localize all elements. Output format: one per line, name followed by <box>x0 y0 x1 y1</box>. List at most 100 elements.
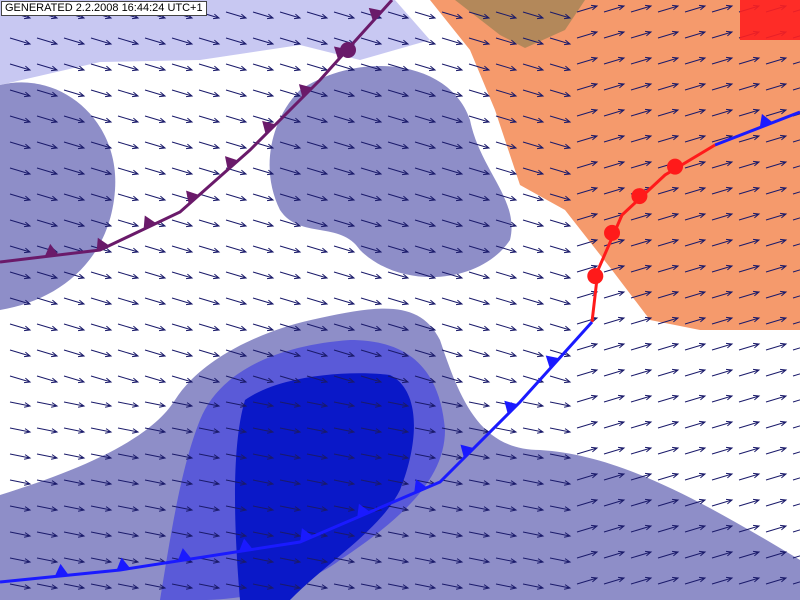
wind-arrow <box>306 37 329 46</box>
wind-arrow <box>630 524 653 533</box>
wind-arrow <box>225 219 248 228</box>
wind-arrow <box>279 557 302 564</box>
wind-arrow <box>792 555 800 559</box>
wind-arrow <box>711 446 734 455</box>
wind-arrow <box>63 453 86 460</box>
wind-arrow <box>468 37 491 46</box>
wind-arrow <box>522 89 545 98</box>
wind-arrow <box>684 420 707 429</box>
wind-arrow <box>738 394 761 403</box>
wind-arrow <box>117 349 140 358</box>
wind-arrow <box>387 297 410 306</box>
wind-arrow <box>36 89 59 98</box>
wind-arrow <box>630 576 653 585</box>
wind-arrow <box>711 498 734 507</box>
wind-arrow <box>630 4 653 13</box>
wind-arrow <box>9 63 32 72</box>
front-symbol <box>504 400 518 415</box>
wind-arrow <box>576 498 599 507</box>
wind-arrow <box>9 271 32 280</box>
wind-arrow <box>576 56 599 65</box>
wind-arrow <box>468 115 491 124</box>
wind-arrow <box>90 505 113 512</box>
wind-arrow <box>495 505 518 512</box>
wind-arrow <box>711 4 734 13</box>
wind-arrow <box>549 141 572 150</box>
wind-arrow <box>9 479 32 486</box>
wind-arrow <box>522 349 545 358</box>
wind-arrow <box>387 323 410 332</box>
wind-arrow <box>144 427 167 434</box>
wind-arrow <box>792 503 800 507</box>
wind-arrow <box>549 245 572 254</box>
wind-arrow <box>360 115 383 124</box>
wind-arrow <box>792 165 800 169</box>
wind-arrow <box>90 89 113 98</box>
wind-arrow <box>765 56 788 65</box>
wind-arrow <box>36 427 59 434</box>
wind-arrow <box>711 550 734 559</box>
wind-arrow <box>711 108 734 117</box>
wind-arrow <box>117 505 140 512</box>
wind-arrow <box>306 583 329 590</box>
front-line <box>0 0 394 264</box>
wind-arrow <box>333 193 356 202</box>
wind-arrow <box>252 167 275 176</box>
wind-arrow <box>9 193 32 202</box>
wind-arrow <box>738 264 761 273</box>
wind-arrow <box>36 505 59 512</box>
wind-arrow <box>522 141 545 150</box>
wind-arrow <box>576 550 599 559</box>
wind-arrow <box>414 375 437 384</box>
wind-arrow <box>468 401 491 408</box>
wind-arrow <box>549 271 572 280</box>
wind-arrow <box>414 297 437 306</box>
wind-arrow <box>225 89 248 98</box>
wind-arrow <box>333 245 356 254</box>
wind-arrow <box>441 11 464 20</box>
wind-arrow <box>117 297 140 306</box>
wind-arrow <box>549 505 572 512</box>
wind-arrow <box>9 583 32 590</box>
wind-arrow <box>171 37 194 46</box>
wind-arrow <box>144 63 167 72</box>
wind-arrow <box>711 238 734 247</box>
wind-arrow <box>333 375 356 384</box>
wind-arrow <box>441 505 464 512</box>
front-symbol <box>177 548 192 562</box>
wind-arrow <box>144 115 167 124</box>
wind-arrow <box>549 219 572 228</box>
front-symbol <box>116 557 131 571</box>
wind-arrow <box>495 375 518 384</box>
wind-arrow <box>684 446 707 455</box>
wind-arrow <box>522 271 545 280</box>
wind-arrow <box>468 271 491 280</box>
wind-arrow <box>684 56 707 65</box>
wind-arrow <box>306 505 329 512</box>
front-symbol <box>604 224 621 241</box>
wind-arrow <box>387 453 410 460</box>
wind-arrow <box>252 557 275 564</box>
wind-arrow <box>225 193 248 202</box>
wind-arrow <box>630 108 653 117</box>
wind-arrow <box>306 245 329 254</box>
wind-arrow <box>144 245 167 254</box>
wind-arrow <box>36 479 59 486</box>
wind-arrow <box>306 349 329 358</box>
wind-arrow <box>684 186 707 195</box>
wind-arrow <box>63 89 86 98</box>
wind-arrow <box>306 271 329 280</box>
wind-arrow <box>522 323 545 332</box>
wind-arrow <box>576 368 599 377</box>
wind-arrow <box>198 349 221 358</box>
wind-arrow <box>711 342 734 351</box>
wind-arrow <box>225 505 248 512</box>
wind-arrow <box>36 219 59 228</box>
wind-arrow <box>468 557 491 564</box>
wind-arrow <box>603 394 626 403</box>
wind-arrow <box>738 524 761 533</box>
wind-arrow <box>171 245 194 254</box>
wind-arrow <box>117 375 140 384</box>
fronts <box>0 0 800 584</box>
wind-arrow <box>441 583 464 590</box>
